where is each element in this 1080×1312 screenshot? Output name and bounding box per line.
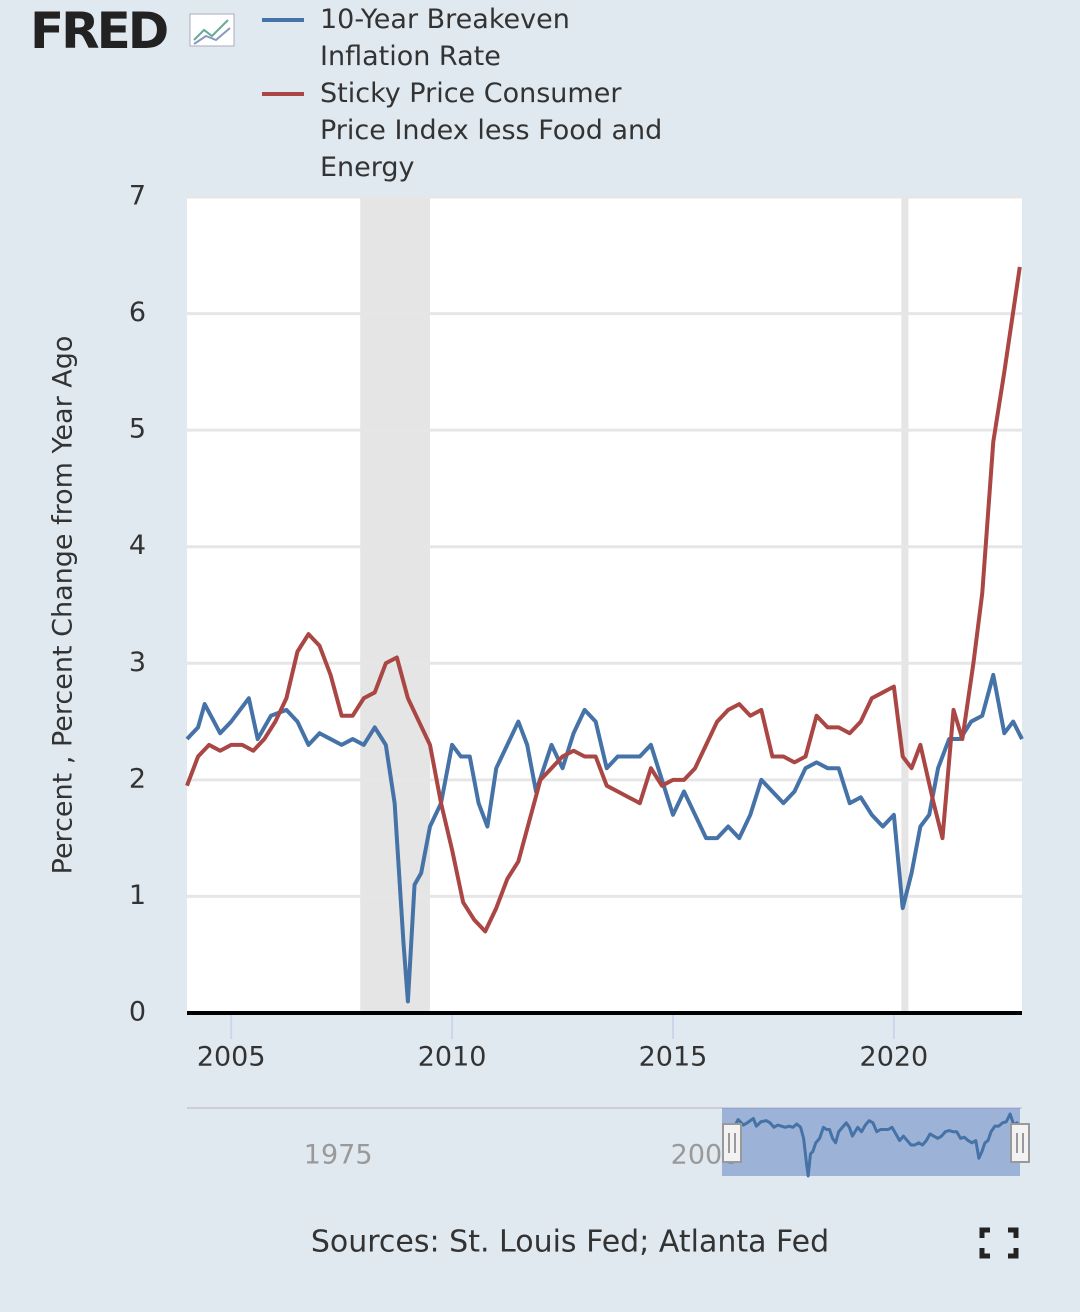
navigator-grip xyxy=(1016,1133,1024,1153)
source-note: Sources: St. Louis Fed; Atlanta Fed xyxy=(311,1225,829,1260)
x-tick-label: 2015 xyxy=(639,1042,708,1073)
y-tick-label: 0 xyxy=(129,997,146,1028)
legend-item[interactable]: 10-Year Breakeven Inflation Rate xyxy=(262,1,682,75)
y-axis-label: Percent , Percent Change from Year Ago xyxy=(48,336,79,875)
y-tick-label: 1 xyxy=(129,880,146,911)
y-tick-label: 5 xyxy=(129,414,146,445)
navigator-line xyxy=(731,1112,1022,1178)
legend-item[interactable]: Sticky Price Consumer Price Index less F… xyxy=(262,75,682,186)
recession-band xyxy=(901,197,909,1013)
x-tick-label: 2010 xyxy=(418,1042,487,1073)
y-tick-label: 2 xyxy=(129,763,146,794)
y-tick-label: 7 xyxy=(129,181,146,212)
navigator-handle[interactable] xyxy=(722,1123,742,1163)
navigator-grip xyxy=(728,1133,736,1153)
recession-band xyxy=(360,197,430,1013)
x-tick-label: 2020 xyxy=(860,1042,929,1073)
legend-swatch xyxy=(262,18,304,22)
y-tick-label: 3 xyxy=(129,647,146,678)
brand-logo: FRED xyxy=(30,2,169,60)
fullscreen-icon[interactable] xyxy=(979,1227,1019,1259)
legend-label: 10-Year Breakeven Inflation Rate xyxy=(320,4,570,72)
logo-icon xyxy=(189,13,235,47)
navigator-tick-label: 1975 xyxy=(304,1140,373,1171)
legend-label: Sticky Price Consumer Price Index less F… xyxy=(320,78,663,183)
legend-swatch xyxy=(262,92,304,96)
x-tick-label: 2005 xyxy=(197,1042,266,1073)
navigator-handle[interactable] xyxy=(1010,1123,1030,1163)
y-tick-label: 4 xyxy=(129,530,146,561)
series-line xyxy=(185,672,1024,1004)
y-tick-label: 6 xyxy=(129,297,146,328)
plot-area xyxy=(187,197,1022,1013)
series-line xyxy=(185,266,1022,934)
